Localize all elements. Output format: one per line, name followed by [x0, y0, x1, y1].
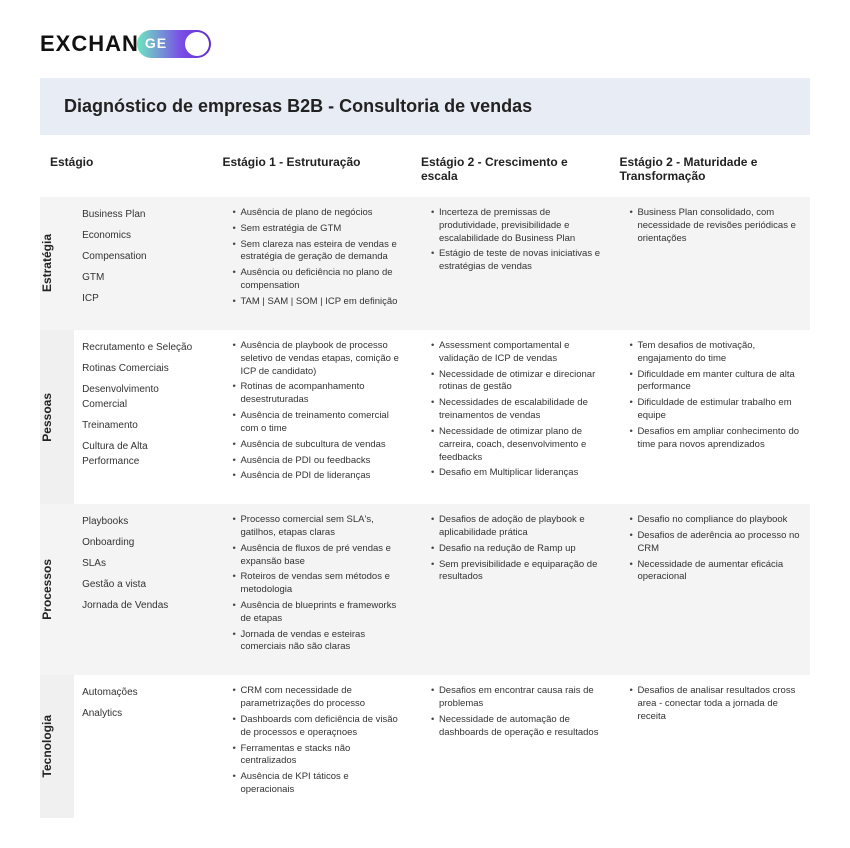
stage-cell: Incerteza de premissas de produtividade,…	[413, 197, 612, 330]
stage-cell: Tem desafios de motivação, engajamento d…	[611, 330, 810, 504]
bullet-item: Ausência ou deficiência no plano de comp…	[232, 267, 405, 293]
bullet-item: Desafios de adoção de playbook e aplicab…	[431, 514, 604, 540]
bullet-item: Necessidade de otimizar plano de carreir…	[431, 426, 604, 464]
row-category-label: Tecnologia	[40, 675, 74, 818]
stage-cell: Desafios de adoção de playbook e aplicab…	[413, 504, 612, 675]
stage-cell: Desafios de analisar resultados cross ar…	[611, 675, 810, 818]
bullet-item: Ausência de treinamento comercial com o …	[232, 410, 405, 436]
bullet-item: Desafios de analisar resultados cross ar…	[629, 685, 802, 723]
subtopic-item: Treinamento	[82, 418, 206, 433]
subtopic-item: Automações	[82, 685, 206, 700]
subtopic-item: Recrutamento e Seleção	[82, 340, 206, 355]
bullet-item: Sem previsibilidade e equiparação de res…	[431, 559, 604, 585]
row-category-label: Pessoas	[40, 330, 74, 504]
bullet-item: Desafios em ampliar conhecimento do time…	[629, 426, 802, 452]
header-stage3: Estágio 2 - Maturidade e Transformação	[611, 145, 810, 197]
bullet-item: Ausência de PDI de lideranças	[232, 470, 405, 483]
row-category-text: Pessoas	[40, 393, 54, 442]
bullet-item: Sem estratégia de GTM	[232, 223, 405, 236]
stage-cell: Ausência de plano de negócios Sem estraté…	[214, 197, 413, 330]
matrix-row: Pessoas Recrutamento e Seleção Rotinas Com…	[40, 330, 810, 504]
bullet-item: Estágio de teste de novas iniciativas e …	[431, 248, 604, 274]
subtopic-item: Analytics	[82, 706, 206, 721]
header-stage1: Estágio 1 - Estruturação	[214, 145, 413, 197]
subtopic-item: Compensation	[82, 249, 206, 264]
bullet-item: Sem clareza nas esteira de vendas e estr…	[232, 239, 405, 265]
bullet-item: Dificuldade em manter cultura de alta pe…	[629, 369, 802, 395]
page-title: Diagnóstico de empresas B2B - Consultori…	[64, 96, 786, 117]
bullet-item: Rotinas de acompanhamento desestruturada…	[232, 381, 405, 407]
stage-cell: Processo comercial sem SLA's, gatilhos, …	[214, 504, 413, 675]
stage-cell: Assessment comportamental e validação de…	[413, 330, 612, 504]
bullet-item: Necessidades de escalabilidade de treina…	[431, 397, 604, 423]
bullet-item: Ferramentas e stacks não centralizados	[232, 743, 405, 769]
matrix-row: Tecnologia Automações Analytics CRM com nec…	[40, 675, 810, 818]
subtopic-item: GTM	[82, 270, 206, 285]
bullet-item: Necessidade de otimizar e direcionar rot…	[431, 369, 604, 395]
logo-badge: GE	[137, 30, 211, 58]
subtopic-item: Onboarding	[82, 535, 206, 550]
row-category-text: Estratégia	[40, 234, 54, 292]
bullet-item: Ausência de playbook de processo seletiv…	[232, 340, 405, 378]
row-subtopics: Automações Analytics	[74, 675, 214, 818]
bullet-item: Ausência de subcultura de vendas	[232, 439, 405, 452]
row-category-label: Estratégia	[40, 197, 74, 330]
subtopic-item: Gestão a vista	[82, 577, 206, 592]
bullet-item: Jornada de vendas e esteiras comerciais …	[232, 629, 405, 655]
bullet-item: Necessidade de automação de dashboards d…	[431, 714, 604, 740]
logo-text-left: EXCHAN	[40, 31, 139, 57]
matrix-row: Estratégia Business Plan Economics Compensa…	[40, 197, 810, 330]
header-row: Estágio Estágio 1 - Estruturação Estágio…	[40, 145, 810, 197]
bullet-item: Desafios em encontrar causa rais de prob…	[431, 685, 604, 711]
stage-cell: Desafios em encontrar causa rais de prob…	[413, 675, 612, 818]
bullet-item: CRM com necessidade de parametrizações d…	[232, 685, 405, 711]
bullet-item: Incerteza de premissas de produtividade,…	[431, 207, 604, 245]
bullet-item: Business Plan consolidado, com necessida…	[629, 207, 802, 245]
row-category-text: Processos	[40, 559, 54, 620]
diagnostic-matrix: Estágio Estágio 1 - Estruturação Estágio…	[40, 145, 810, 818]
bullet-item: Desafio em Multiplicar lideranças	[431, 467, 604, 480]
bullet-item: Processo comercial sem SLA's, gatilhos, …	[232, 514, 405, 540]
subtopic-item: Playbooks	[82, 514, 206, 529]
header-stage2: Estágio 2 - Crescimento e escala	[413, 145, 612, 197]
stage-cell: CRM com necessidade de parametrizações d…	[214, 675, 413, 818]
bullet-item: Necessidade de aumentar eficácia operaci…	[629, 559, 802, 585]
bullet-item: Roteiros de vendas sem métodos e metodol…	[232, 571, 405, 597]
title-bar: Diagnóstico de empresas B2B - Consultori…	[40, 78, 810, 135]
row-category-text: Tecnologia	[40, 715, 54, 777]
stage-cell: Ausência de playbook de processo seletiv…	[214, 330, 413, 504]
bullet-item: Ausência de KPI táticos e operacionais	[232, 771, 405, 797]
bullet-item: Ausência de plano de negócios	[232, 207, 405, 220]
bullet-item: Assessment comportamental e validação de…	[431, 340, 604, 366]
subtopic-item: Jornada de Vendas	[82, 598, 206, 613]
matrix-row: Processos Playbooks Onboarding SLAs Gestão a…	[40, 504, 810, 675]
logo-text-badge: GE	[145, 35, 167, 51]
stage-cell: Business Plan consolidado, com necessida…	[611, 197, 810, 330]
bullet-item: Dificuldade de estimular trabalho em equ…	[629, 397, 802, 423]
bullet-item: Ausência de blueprints e frameworks de e…	[232, 600, 405, 626]
subtopic-item: Business Plan	[82, 207, 206, 222]
bullet-item: Ausência de PDI ou feedbacks	[232, 455, 405, 468]
subtopic-item: SLAs	[82, 556, 206, 571]
subtopic-item: Desenvolvimento Comercial	[82, 382, 206, 412]
header-stage: Estágio	[40, 145, 214, 197]
row-subtopics: Recrutamento e Seleção Rotinas Comerciais…	[74, 330, 214, 504]
subtopic-item: Economics	[82, 228, 206, 243]
row-subtopics: Business Plan Economics Compensation GTM ICP	[74, 197, 214, 330]
bullet-item: Dashboards com deficiência de visão de p…	[232, 714, 405, 740]
bullet-item: Tem desafios de motivação, engajamento d…	[629, 340, 802, 366]
logo: EXCHAN GE	[40, 30, 810, 58]
bullet-item: Desafio na redução de Ramp up	[431, 543, 604, 556]
bullet-item: Ausência de fluxos de pré vendas e expan…	[232, 543, 405, 569]
stage-cell: Desafio no compliance do playbook Desafio…	[611, 504, 810, 675]
row-category-label: Processos	[40, 504, 74, 675]
subtopic-item: Rotinas Comerciais	[82, 361, 206, 376]
bullet-item: TAM | SAM | SOM | ICP em definição	[232, 296, 405, 309]
row-subtopics: Playbooks Onboarding SLAs Gestão a vista Jor…	[74, 504, 214, 675]
bullet-item: Desafio no compliance do playbook	[629, 514, 802, 527]
subtopic-item: Cultura de Alta Performance	[82, 439, 206, 469]
subtopic-item: ICP	[82, 291, 206, 306]
bullet-item: Desafios de aderência ao processo no CRM	[629, 530, 802, 556]
